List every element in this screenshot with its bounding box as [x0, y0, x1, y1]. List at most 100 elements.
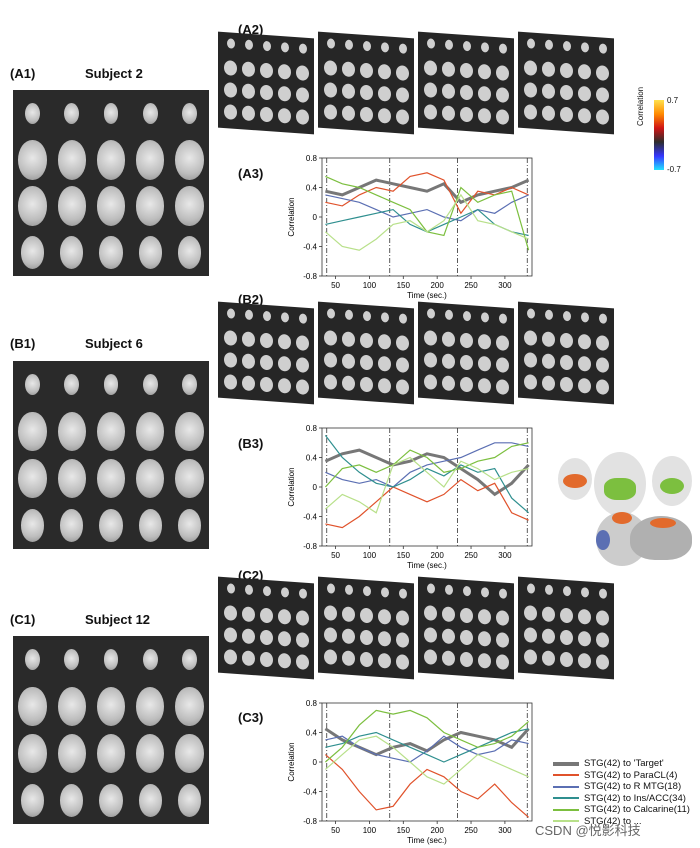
brain-slice — [136, 458, 165, 499]
brain-slice — [181, 102, 197, 124]
brain-thumb-slice — [262, 40, 271, 52]
brain-thumb-slice — [526, 308, 535, 319]
brain-thumbnail-panel — [518, 576, 614, 680]
legend-label: STG(42) to ... — [584, 815, 642, 827]
brain-thumb-slice — [298, 313, 307, 324]
thumb-strip-b2 — [218, 301, 618, 415]
brain-thumb-slice — [324, 330, 337, 346]
brain-thumb-slice — [378, 630, 391, 647]
x-tick-label: 150 — [397, 551, 411, 560]
series-line-3 — [324, 435, 529, 514]
brain-thumb-slice — [278, 377, 291, 394]
x-tick-label: 100 — [363, 551, 377, 560]
brain-thumb-slice — [262, 585, 271, 597]
series-line-5 — [325, 456, 529, 514]
brain-slice — [177, 784, 202, 817]
brain-thumb-slice — [326, 583, 335, 594]
brain-thumb-slice — [324, 60, 337, 76]
brain-thumb-slice — [444, 584, 453, 596]
y-axis-label: Correlation — [287, 467, 296, 506]
brain-thumb-slice — [226, 308, 235, 319]
y-tick-label: -0.8 — [303, 542, 317, 551]
brain-thumb-slice — [278, 107, 291, 124]
brain-thumb-slice — [296, 610, 309, 627]
brain-thumb-slice — [478, 355, 491, 372]
brain-thumb-slice — [396, 654, 409, 671]
brain-thumb-slice — [524, 605, 537, 621]
brain-thumb-slice — [380, 42, 389, 53]
brain-slice — [96, 411, 126, 452]
brain-thumb-slice — [262, 310, 271, 322]
brain-thumb-slice — [378, 608, 391, 625]
brain-thumb-slice — [460, 106, 473, 123]
brain-thumb-slice — [360, 376, 373, 393]
brain-thumb-slice — [296, 632, 309, 649]
brain-thumb-slice — [442, 650, 455, 667]
brain-thumb-slice — [524, 82, 537, 98]
y-tick-label: 0 — [313, 213, 318, 222]
y-tick-label: 0.4 — [306, 454, 318, 463]
brain-thumb-slice — [326, 38, 335, 49]
brain-thumb-slice — [424, 330, 437, 346]
brain-slice — [103, 373, 119, 396]
brain-thumb-slice — [378, 85, 391, 102]
legend-swatch — [553, 785, 579, 788]
brain-thumb-slice — [442, 105, 455, 122]
y-tick-label: -0.4 — [303, 788, 317, 797]
brain-thumb-slice — [598, 43, 607, 54]
brain-slice — [57, 686, 86, 727]
correlation-chart-b3: -0.8 -0.4 0 0.4 0.8 50 100 150 200 250 300 Time (se… — [287, 424, 533, 570]
brain-slice — [20, 509, 45, 542]
x-tick-label: 150 — [397, 826, 411, 835]
y-tick-label: -0.4 — [303, 243, 317, 252]
brain-thumb-slice — [460, 332, 473, 349]
brain-thumb-slice — [478, 377, 491, 394]
brain-thumb-slice — [360, 651, 373, 668]
brain-slice — [96, 733, 126, 774]
brain-thumb-slice — [278, 333, 291, 350]
brain-thumb-slice — [526, 38, 535, 49]
panel-label-b3: (B3) — [238, 436, 264, 451]
brain-thumb-slice — [560, 629, 573, 646]
brain-thumb-slice — [424, 649, 437, 665]
brain-slice — [138, 509, 162, 542]
brain-thumb-slice — [462, 310, 471, 322]
brain-thumb-slice — [442, 331, 455, 348]
brain-slice — [60, 784, 84, 817]
legend-swatch — [553, 797, 579, 800]
brain-thumb-slice — [542, 105, 555, 122]
brain-slice — [18, 411, 47, 452]
brain-slice — [142, 102, 158, 124]
brain-thumb-slice — [278, 608, 291, 625]
roi-region-orange — [563, 474, 587, 488]
brain-thumb-slice — [224, 104, 237, 120]
brain-slice — [181, 648, 197, 671]
brain-slice — [18, 686, 47, 727]
brain-thumb-slice — [362, 585, 371, 597]
brain-thumb-slice — [380, 587, 389, 598]
brain-thumb-slice — [324, 374, 337, 390]
brain-thumbnail-panel — [218, 31, 314, 135]
brain-thumb-slice — [426, 583, 435, 594]
brain-thumb-slice — [224, 60, 237, 76]
brain-thumb-slice — [344, 584, 353, 596]
series-line-0 — [324, 448, 530, 497]
brain-thumb-slice — [344, 39, 353, 51]
brain-thumb-slice — [560, 84, 573, 101]
brain-thumb-slice — [398, 313, 407, 324]
brain-thumb-slice — [224, 649, 237, 665]
brain-thumb-slice — [224, 330, 237, 346]
colorbar-max: 0.7 — [667, 96, 679, 105]
brain-thumb-slice — [460, 62, 473, 79]
brain-thumb-slice — [598, 313, 607, 324]
brain-thumbnail-panel — [218, 576, 314, 680]
brain-thumb-slice — [226, 38, 235, 49]
x-tick-label: 200 — [430, 281, 444, 290]
brain-thumb-slice — [360, 354, 373, 371]
legend-entry: STG(42) to Calcarine(11) — [553, 804, 690, 816]
brain-slice — [96, 186, 126, 226]
y-tick-label: -0.8 — [303, 817, 317, 826]
x-tick-label: 50 — [331, 826, 340, 835]
brain-thumb-slice — [580, 42, 589, 53]
y-tick-label: 0.8 — [306, 154, 318, 163]
